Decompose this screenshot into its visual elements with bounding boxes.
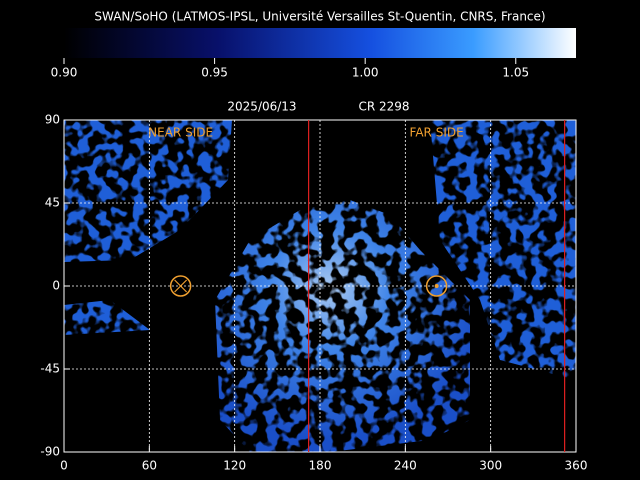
colorbar-tick-label: 0.90 bbox=[51, 66, 78, 80]
x-tick-label: 360 bbox=[565, 459, 588, 473]
x-tick-label: 120 bbox=[223, 459, 246, 473]
x-tick-label: 300 bbox=[479, 459, 502, 473]
x-tick-label: 60 bbox=[142, 459, 157, 473]
x-tick-label: 180 bbox=[309, 459, 332, 473]
date: 2025/06/13 bbox=[227, 100, 296, 114]
y-tick-label: 0 bbox=[52, 279, 60, 293]
carrington-rotation: CR 2298 bbox=[358, 100, 409, 114]
near-side-marker bbox=[169, 275, 192, 297]
x-tick-label: 240 bbox=[394, 459, 417, 473]
near-side-label: NEAR SIDE bbox=[148, 126, 213, 140]
colorbar-tick-label: 1.00 bbox=[352, 66, 379, 80]
far-side-label: FAR SIDE bbox=[410, 126, 464, 140]
colorbar-tick-label: 0.95 bbox=[201, 66, 228, 80]
colorbar bbox=[64, 28, 576, 58]
dot bbox=[434, 284, 439, 288]
y-tick-label: 45 bbox=[45, 196, 60, 210]
colorbar-tick-label: 1.05 bbox=[502, 66, 529, 80]
title: SWAN/SoHO (LATMOS-IPSL, Université Versa… bbox=[94, 10, 545, 24]
y-tick-label: -90 bbox=[40, 445, 60, 459]
cross bbox=[174, 279, 188, 293]
y-tick-label: 90 bbox=[45, 113, 60, 127]
far-side-marker bbox=[425, 275, 448, 297]
x-tick-label: 0 bbox=[60, 459, 68, 473]
y-tick-label: -45 bbox=[40, 362, 60, 376]
